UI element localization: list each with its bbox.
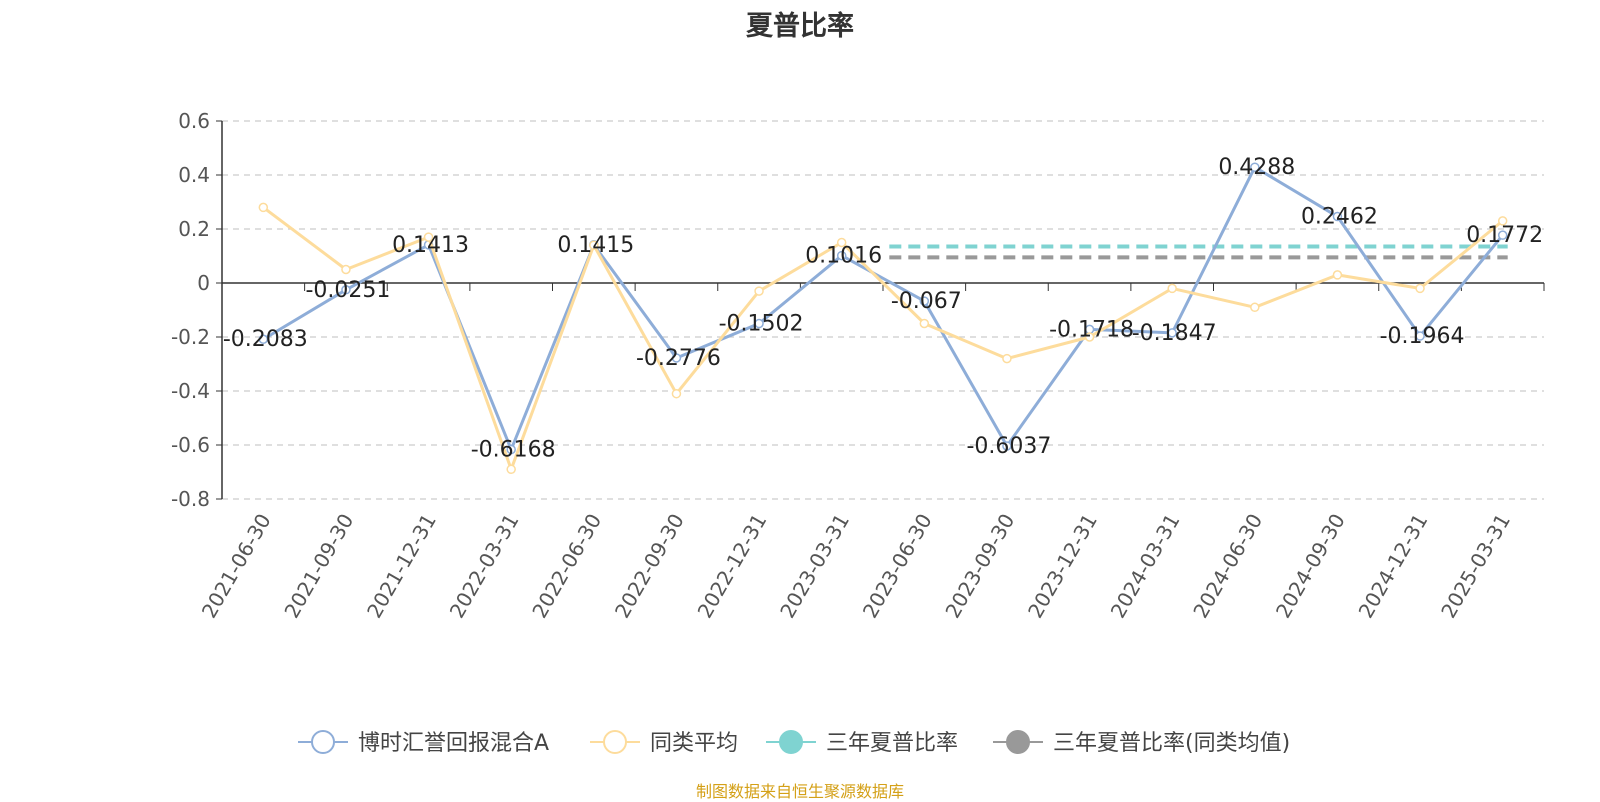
data-label: 0.4288 bbox=[1218, 155, 1295, 180]
legend-label: 博时汇誉回报混合A bbox=[358, 731, 549, 756]
x-tick-label: 2023-03-31 bbox=[775, 510, 854, 623]
y-tick-label: 0.4 bbox=[178, 163, 210, 187]
x-tick-label: 2023-06-30 bbox=[858, 510, 937, 623]
x-tick-label: 2024-03-31 bbox=[1106, 510, 1185, 623]
x-tick-label: 2021-06-30 bbox=[197, 510, 276, 623]
y-tick-label: -0.6 bbox=[171, 433, 210, 457]
legend-marker bbox=[311, 730, 335, 754]
data-label: -0.2083 bbox=[223, 327, 308, 352]
y-tick-label: 0 bbox=[197, 271, 210, 295]
series-point bbox=[754, 286, 764, 296]
legend-item: 三年夏普比率 bbox=[766, 730, 958, 756]
series-point bbox=[1332, 211, 1343, 222]
data-label: 0.1413 bbox=[392, 233, 469, 258]
series-point bbox=[919, 296, 930, 306]
chart-title: 夏普比率 bbox=[746, 11, 854, 42]
series-point bbox=[258, 202, 269, 213]
x-tick-label: 2024-09-30 bbox=[1271, 510, 1350, 623]
y-tick-label: -0.4 bbox=[171, 379, 210, 403]
series-point bbox=[341, 285, 351, 295]
data-label: 0.1016 bbox=[805, 244, 882, 269]
x-tick-label: 2021-12-31 bbox=[362, 510, 441, 623]
x-tick-label: 2022-09-30 bbox=[610, 510, 689, 623]
data-label: -0.1718 bbox=[1049, 317, 1134, 342]
series-point bbox=[919, 318, 930, 329]
data-label: -0.1847 bbox=[1132, 321, 1217, 346]
series-line bbox=[262, 165, 1504, 452]
series-point bbox=[423, 232, 434, 242]
data-label: -0.1964 bbox=[1380, 324, 1465, 349]
series-point bbox=[506, 444, 516, 455]
series-point bbox=[1167, 283, 1177, 294]
x-tick-label: 2024-06-30 bbox=[1188, 510, 1267, 623]
source-note: 制图数据来自恒生聚源数据库 bbox=[695, 782, 904, 801]
series-point bbox=[341, 264, 351, 275]
data-label: 0.1772 bbox=[1466, 223, 1543, 248]
legend-label: 三年夏普比率(同类均值) bbox=[1053, 731, 1290, 756]
series-point bbox=[1332, 270, 1343, 280]
series-point bbox=[836, 237, 847, 248]
legend-item: 博时汇誉回报混合A bbox=[298, 730, 549, 756]
x-tick-label: 2025-03-31 bbox=[1436, 510, 1515, 623]
series-point bbox=[1167, 328, 1177, 338]
y-tick-label: 0.6 bbox=[178, 109, 210, 133]
series-point bbox=[671, 388, 682, 399]
legend-item: 同类平均 bbox=[590, 730, 738, 756]
series-point bbox=[836, 250, 847, 261]
x-tick-label: 2022-03-31 bbox=[445, 510, 524, 623]
data-label: -0.067 bbox=[891, 289, 962, 314]
legend-label: 三年夏普比率 bbox=[826, 731, 958, 756]
series-point bbox=[258, 334, 269, 344]
series-point bbox=[1002, 441, 1012, 451]
x-tick-label: 2023-09-30 bbox=[940, 510, 1019, 623]
series-point bbox=[589, 240, 599, 250]
x-tick-label: 2022-06-30 bbox=[527, 510, 606, 623]
data-label: -0.6037 bbox=[966, 434, 1051, 459]
series-point bbox=[1002, 353, 1012, 364]
y-tick-label: -0.2 bbox=[171, 325, 210, 349]
data-label: -0.0251 bbox=[305, 278, 390, 303]
data-label: -0.2776 bbox=[636, 346, 721, 371]
series-line bbox=[262, 206, 1504, 471]
series-point bbox=[506, 464, 516, 475]
series-point bbox=[754, 318, 764, 329]
series-point bbox=[1250, 162, 1260, 172]
y-tick-label: -0.8 bbox=[171, 487, 210, 511]
series-point bbox=[1497, 230, 1508, 240]
series-point bbox=[1250, 302, 1260, 313]
x-tick-label: 2024-12-31 bbox=[1353, 510, 1432, 623]
series-point bbox=[1415, 283, 1425, 294]
data-label: 0.1415 bbox=[557, 233, 634, 258]
x-tick-label: 2023-12-31 bbox=[1023, 510, 1102, 623]
series-point bbox=[1415, 331, 1425, 341]
series-point bbox=[1497, 216, 1508, 226]
data-label: -0.6168 bbox=[471, 438, 556, 463]
legend-marker bbox=[603, 730, 627, 754]
data-label: 0.2462 bbox=[1301, 205, 1378, 230]
legend-marker bbox=[779, 730, 803, 754]
y-tick-label: 0.2 bbox=[178, 217, 210, 241]
x-tick-label: 2022-12-31 bbox=[692, 510, 771, 623]
series-point bbox=[1084, 332, 1095, 342]
x-tick-label: 2021-09-30 bbox=[279, 510, 358, 623]
legend-item: 三年夏普比率(同类均值) bbox=[993, 730, 1290, 756]
series-point bbox=[671, 353, 682, 363]
legend-marker bbox=[1006, 730, 1030, 754]
data-label: -0.1502 bbox=[719, 312, 804, 337]
legend-label: 同类平均 bbox=[650, 731, 738, 756]
